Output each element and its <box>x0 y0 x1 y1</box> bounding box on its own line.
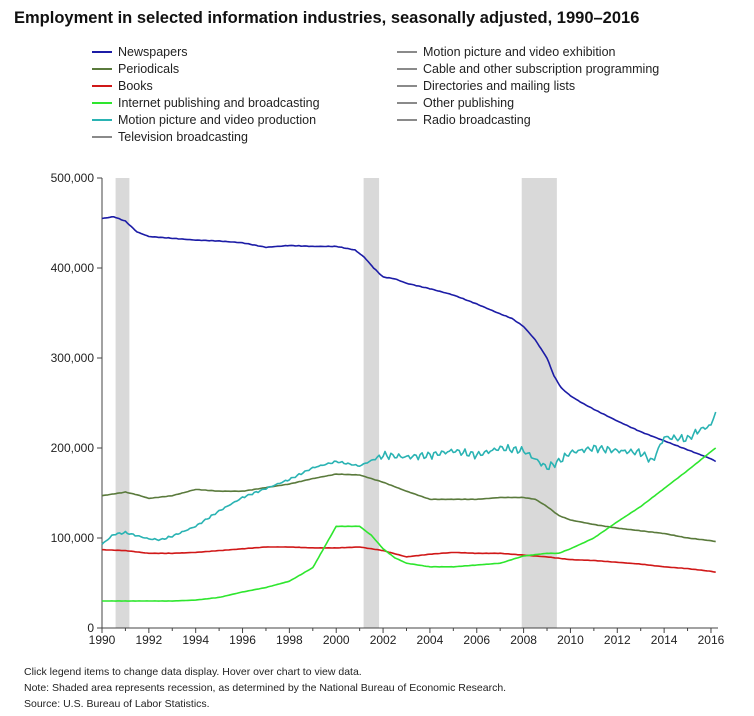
y-tick-label: 200,000 <box>51 441 95 455</box>
x-tick-label: 2016 <box>698 633 725 647</box>
y-tick-label: 0 <box>87 621 94 635</box>
series-lines <box>101 216 717 602</box>
legend-label: Books <box>118 78 153 93</box>
legend-swatch <box>397 84 417 87</box>
legend-item-1[interactable]: Newspapers <box>92 43 187 60</box>
legend-item-4[interactable]: Internet publishing and broadcasting <box>92 94 320 111</box>
legend-item-8[interactable]: Cable and other subscription programming <box>397 60 659 77</box>
recession-band <box>521 178 557 628</box>
y-tick-label: 400,000 <box>51 261 95 275</box>
x-tick-label: 1992 <box>135 633 162 647</box>
legend-label: Motion picture and video exhibition <box>423 44 616 59</box>
x-tick-label: 2014 <box>651 633 678 647</box>
series-line-internet-publishing-and-broadcasting <box>102 447 717 602</box>
legend-label: Other publishing <box>423 95 515 110</box>
x-tick-label: 2000 <box>323 633 350 647</box>
legend-label: Motion picture and video production <box>118 112 317 127</box>
x-tick-label: 2010 <box>557 633 584 647</box>
series-line-books <box>102 546 716 573</box>
y-tick-label: 300,000 <box>51 351 95 365</box>
x-tick-label: 2012 <box>604 633 631 647</box>
legend-label: Periodicals <box>118 61 180 76</box>
note-text: Note: Shaded area represents recession, … <box>24 682 507 694</box>
legend-swatch <box>397 101 417 104</box>
footnotes: Click legend items to change data displa… <box>24 664 506 712</box>
legend-label: Cable and other subscription programming <box>423 61 660 76</box>
legend-item-2[interactable]: Periodicals <box>92 60 179 77</box>
legend-label: Television broadcasting <box>118 129 248 144</box>
x-tick-label: 2008 <box>510 633 537 647</box>
legend-swatch <box>397 50 417 53</box>
y-tick-label: 100,000 <box>51 531 95 545</box>
series-line-periodicals <box>101 473 716 543</box>
series-line-motion-picture-and-video-production <box>101 411 717 545</box>
x-tick-label: 2002 <box>370 633 397 647</box>
legend-item-6[interactable]: Television broadcasting <box>92 128 248 145</box>
legend-swatch <box>92 118 112 121</box>
chart-title: Employment in selected information indus… <box>14 9 640 27</box>
x-tick-label: 1990 <box>89 633 116 647</box>
recession-bands <box>115 178 557 628</box>
line-chart[interactable]: 0 100,000 200,000 300,000 400,000 500,000 1990… <box>0 0 754 660</box>
x-tick-label: 1994 <box>182 633 209 647</box>
legend-item-10[interactable]: Other publishing <box>397 94 514 111</box>
legend-label: Directories and mailing lists <box>423 78 576 93</box>
legend-swatch <box>397 118 417 121</box>
axes: 0 100,000 200,000 300,000 400,000 500,000 1990… <box>51 171 725 647</box>
recession-band <box>115 178 130 628</box>
legend-item-3[interactable]: Books <box>92 77 153 94</box>
legend-label: Newspapers <box>118 44 188 59</box>
legend-swatch <box>92 84 112 87</box>
x-tick-label: 1996 <box>229 633 256 647</box>
x-tick-label: 1998 <box>276 633 303 647</box>
legend-swatch <box>92 67 112 70</box>
legend-label: Internet publishing and broadcasting <box>118 95 320 110</box>
recession-band <box>363 178 380 628</box>
legend-item-9[interactable]: Directories and mailing lists <box>397 77 575 94</box>
instructions-text: Click legend items to change data displa… <box>24 666 362 678</box>
y-tick-label: 500,000 <box>51 171 95 185</box>
x-tick-label: 2006 <box>463 633 490 647</box>
legend-item-7[interactable]: Motion picture and video exhibition <box>397 43 615 60</box>
legend-swatch <box>92 135 112 138</box>
legend-swatch <box>92 50 112 53</box>
source-text: Source: U.S. Bureau of Labor Statistics. <box>24 698 210 710</box>
legend-item-11[interactable]: Radio broadcasting <box>397 111 531 128</box>
legend-swatch <box>397 67 417 70</box>
legend-item-5[interactable]: Motion picture and video production <box>92 111 316 128</box>
x-tick-label: 2004 <box>417 633 444 647</box>
series-line-newspapers <box>101 216 717 463</box>
legend-swatch <box>92 101 112 104</box>
legend-label: Radio broadcasting <box>423 112 531 127</box>
